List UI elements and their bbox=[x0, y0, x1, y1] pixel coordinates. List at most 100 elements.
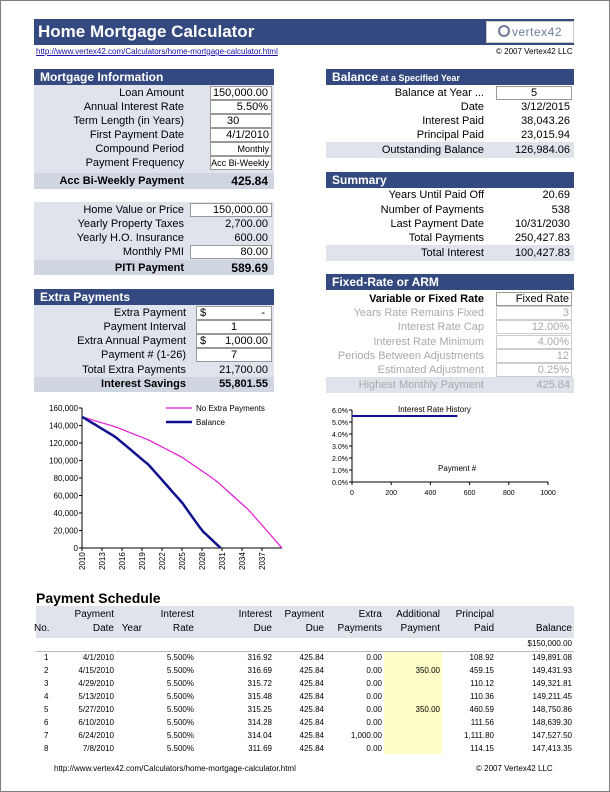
schedule-row-number: 5 bbox=[44, 705, 49, 714]
extra-payment-value: - bbox=[261, 307, 265, 319]
x-tick-label: 800 bbox=[503, 490, 515, 497]
first-payment-label: First Payment Date bbox=[89, 129, 184, 141]
schedule-row-cell: 4/1/2010 bbox=[82, 653, 114, 662]
schedule-row-cell[interactable] bbox=[384, 716, 440, 729]
schedule-header-bottom: Due bbox=[253, 623, 272, 634]
balance-year-input[interactable]: 5 bbox=[496, 86, 572, 100]
total-extra-label: Total Extra Payments bbox=[82, 364, 186, 376]
schedule-header-bottom: Balance bbox=[535, 623, 572, 634]
calculator-url-link[interactable]: http://www.vertex42.com/Calculators/home… bbox=[36, 47, 278, 56]
schedule-row-cell: 147,413.35 bbox=[531, 744, 572, 753]
term-input[interactable]: 30 bbox=[210, 114, 272, 128]
rate-remains-label: Years Rate Remains Fixed bbox=[353, 307, 484, 319]
x-tick-label: 0 bbox=[350, 490, 354, 497]
payment-number-input[interactable]: 7 bbox=[196, 348, 272, 362]
loan-amount-input[interactable]: 150,000.00 bbox=[210, 86, 272, 100]
schedule-row-cell: 5.500% bbox=[166, 679, 194, 688]
schedule-row-cell[interactable] bbox=[384, 729, 440, 742]
rate-min-input[interactable]: 4.00% bbox=[496, 335, 572, 349]
x-tick-label: 2031 bbox=[218, 552, 227, 570]
additional-payment-column[interactable] bbox=[384, 652, 442, 754]
interest-paid-label: Interest Paid bbox=[422, 115, 484, 127]
extra-annual-value: 1,000.00 bbox=[225, 335, 268, 347]
schedule-row-cell: 149,431.93 bbox=[531, 666, 572, 675]
extra-annual-input[interactable]: $ 1,000.00 bbox=[196, 334, 272, 348]
opening-balance-cell: $150,000.00 bbox=[527, 639, 573, 648]
rate-remains-input[interactable]: 3 bbox=[496, 306, 572, 320]
x-tick-label: 2019 bbox=[138, 552, 147, 570]
balance-year-label: Balance at Year ... bbox=[394, 87, 484, 99]
home-value-input[interactable]: 150,000.00 bbox=[190, 203, 272, 217]
schedule-row-cell: 315.25 bbox=[247, 705, 272, 714]
extra-payment-input[interactable]: $ - bbox=[196, 306, 272, 320]
schedule-row-cell[interactable] bbox=[384, 651, 440, 664]
payment-frequency-label: Payment Frequency bbox=[85, 157, 184, 169]
schedule-row-cell: 1,111.80 bbox=[464, 731, 494, 740]
adjust-periods-input[interactable]: 12 bbox=[496, 349, 572, 363]
compound-period-label: Compound Period bbox=[95, 143, 184, 155]
highest-payment-value: 425.84 bbox=[536, 379, 570, 391]
page-title: Home Mortgage Calculator bbox=[38, 22, 255, 41]
schedule-row-cell: 316.69 bbox=[247, 666, 272, 675]
highest-payment-band bbox=[326, 377, 574, 393]
compound-period-select[interactable]: Monthly bbox=[210, 142, 272, 156]
payment-frequency-select[interactable]: Acc Bi-Weekly bbox=[210, 156, 272, 170]
schedule-header-bottom: Payments bbox=[337, 623, 382, 634]
schedule-row-cell: 5/13/2010 bbox=[78, 692, 114, 701]
schedule-row-cell: 110.36 bbox=[470, 692, 494, 701]
schedule-row-cell: 311.69 bbox=[248, 744, 272, 753]
schedule-row-cell: 1,000.00 bbox=[350, 731, 382, 740]
footer-copyright: © 2007 Vertex42 LLC bbox=[476, 764, 553, 773]
schedule-header-bottom: Year bbox=[121, 623, 142, 634]
schedule-row-cell: 5.500% bbox=[166, 692, 194, 701]
first-payment-input[interactable]: 4/1/2010 bbox=[210, 128, 272, 142]
rate-type-select[interactable]: Fixed Rate bbox=[496, 292, 572, 306]
schedule-row-cell: 149,211.45 bbox=[532, 692, 572, 701]
x-tick-label: 200 bbox=[385, 490, 397, 497]
balance-heading-text: Balance bbox=[332, 70, 379, 84]
schedule-row-number: 6 bbox=[44, 718, 49, 727]
home-value-label: Home Value or Price bbox=[83, 204, 184, 216]
pmi-input[interactable]: 80.00 bbox=[190, 245, 272, 259]
logo-text: vertex42 bbox=[511, 25, 563, 39]
schedule-row-cell: 315.72 bbox=[247, 679, 272, 688]
est-adjust-input[interactable]: 0.25% bbox=[496, 363, 572, 377]
schedule-row-cell bbox=[116, 742, 142, 755]
y-tick-label: 3.0% bbox=[332, 444, 348, 451]
schedule-row-cell: 425.84 bbox=[299, 705, 324, 714]
schedule-row-cell: 314.28 bbox=[247, 718, 272, 727]
schedule-row-cell[interactable] bbox=[384, 690, 440, 703]
schedule-row-cell[interactable] bbox=[384, 742, 440, 755]
schedule-row-cell[interactable]: 350.00 bbox=[415, 666, 440, 675]
interest-paid-value: 38,043.26 bbox=[521, 115, 570, 127]
payment-interval-label: Payment Interval bbox=[103, 321, 186, 333]
schedule-row-number: 4 bbox=[44, 692, 49, 701]
schedule-row-cell: 0.00 bbox=[366, 705, 382, 714]
outstanding-band bbox=[326, 142, 574, 158]
insurance-label: Yearly H.O. Insurance bbox=[76, 232, 184, 244]
mortgage-info-heading: Mortgage Information bbox=[34, 69, 274, 85]
schedule-header-bottom: No. bbox=[34, 623, 50, 634]
num-payments-label: Number of Payments bbox=[380, 204, 484, 216]
schedule-header-top: Interest bbox=[160, 609, 194, 620]
payment-interval-input[interactable]: 1 bbox=[196, 320, 272, 334]
schedule-header-top: Extra bbox=[358, 609, 382, 620]
footer-url[interactable]: http://www.vertex42.com/Calculators/home… bbox=[54, 764, 296, 773]
schedule-row-cell[interactable] bbox=[384, 677, 440, 690]
schedule-row-cell bbox=[116, 690, 142, 703]
schedule-header-bottom: Rate bbox=[172, 623, 194, 634]
schedule-row-cell: 5.500% bbox=[166, 744, 194, 753]
x-tick-label: 2022 bbox=[158, 552, 167, 570]
rate-cap-input[interactable]: 12.00% bbox=[496, 320, 572, 334]
schedule-header-top: Payment bbox=[74, 609, 114, 620]
schedule-row-cell bbox=[116, 716, 142, 729]
property-tax-label: Yearly Property Taxes bbox=[77, 218, 184, 230]
schedule-header-bottom: Payment bbox=[400, 623, 440, 634]
schedule-row-cell: 425.84 bbox=[299, 679, 324, 688]
schedule-row-cell: 425.84 bbox=[299, 692, 324, 701]
schedule-row-cell: 149,321.81 bbox=[531, 679, 572, 688]
schedule-row-cell: 7/8/2010 bbox=[82, 744, 114, 753]
schedule-row-cell[interactable]: 350.00 bbox=[415, 705, 440, 714]
interest-rate-input[interactable]: 5.50% bbox=[210, 100, 272, 114]
schedule-row-cell: 0.00 bbox=[366, 718, 382, 727]
